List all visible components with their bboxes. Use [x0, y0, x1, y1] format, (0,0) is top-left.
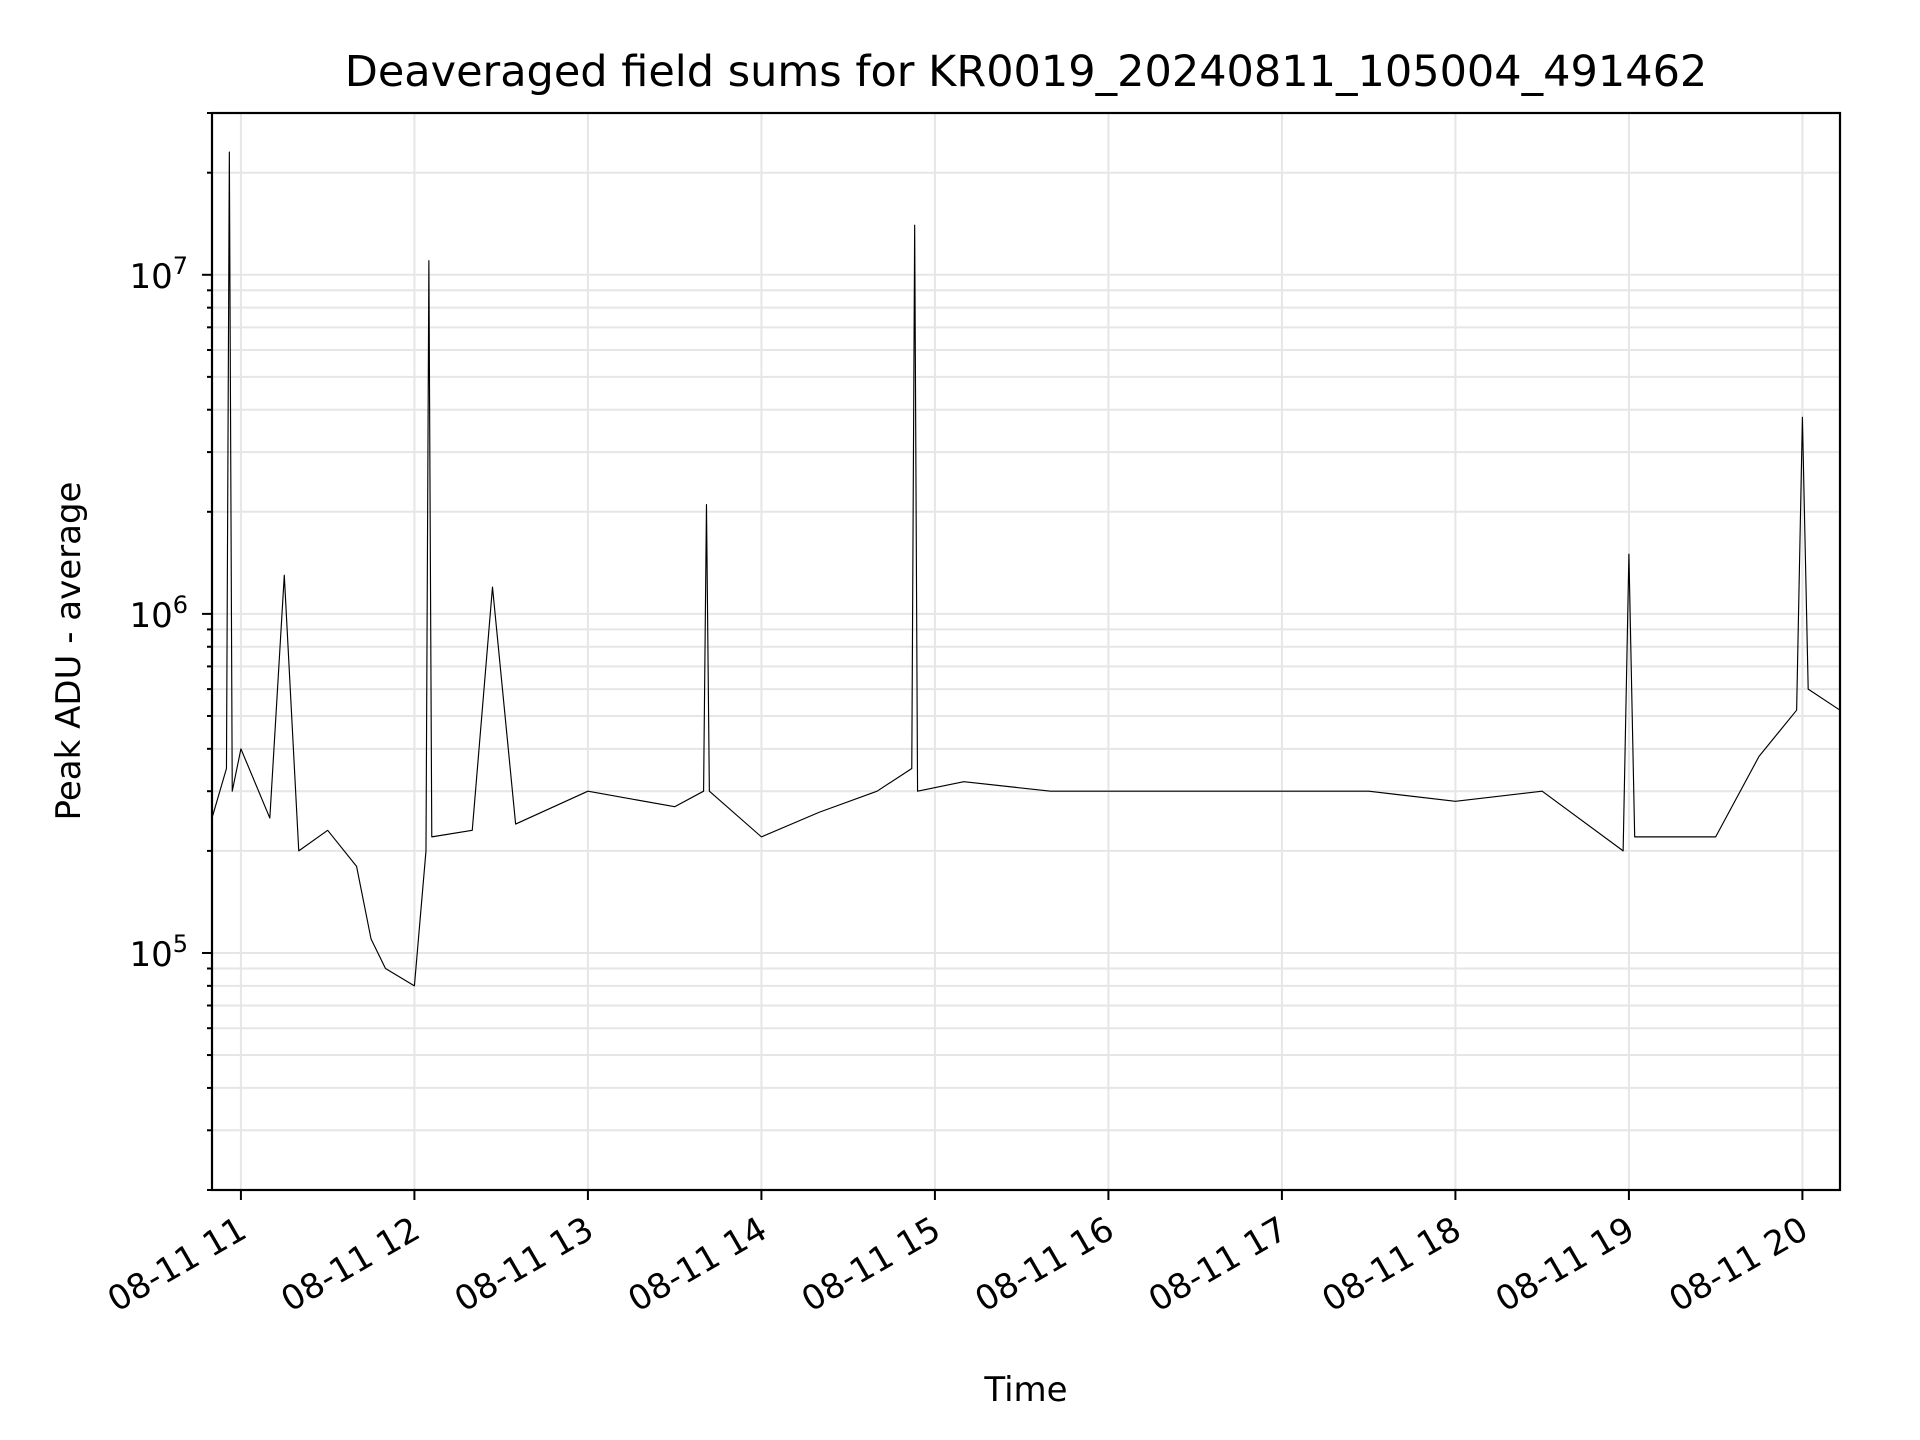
x-tick-label: 08-11 14 [622, 1209, 774, 1320]
x-tick-label: 08-11 16 [969, 1209, 1121, 1320]
axis-labels: Deaveraged field sums for KR0019_2024081… [49, 47, 1707, 1410]
y-tick-label: 107 [129, 252, 188, 297]
plot-frame [210, 111, 1842, 1192]
x-tick-label: 08-11 17 [1142, 1209, 1294, 1320]
chart-title: Deaveraged field sums for KR0019_2024081… [345, 47, 1708, 97]
x-tick-label: 08-11 18 [1316, 1209, 1468, 1320]
y-axis-label: Peak ADU - average [49, 482, 89, 821]
x-tick-label: 08-11 12 [275, 1209, 427, 1320]
y-tick-label: 105 [129, 930, 188, 975]
data-series-line [211, 151, 1841, 987]
grid [212, 112, 1840, 1191]
x-tick-label: 08-11 15 [795, 1209, 947, 1320]
x-tick-label: 08-11 11 [101, 1209, 253, 1320]
x-tick-label: 08-11 19 [1489, 1209, 1641, 1320]
x-tick-label: 08-11 13 [448, 1209, 600, 1320]
x-tick-label: 08-11 20 [1663, 1209, 1815, 1320]
y-tick-label: 106 [129, 591, 188, 636]
x-axis-label: Time [983, 1370, 1067, 1410]
data-series-layer [211, 151, 1841, 987]
